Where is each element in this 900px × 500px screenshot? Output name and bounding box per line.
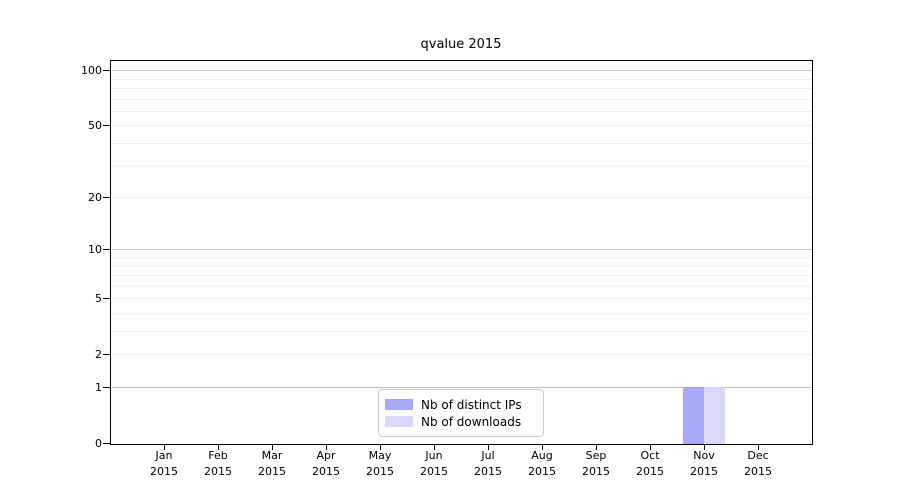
gridline-minor xyxy=(111,265,812,267)
y-tick-label: 100 xyxy=(81,64,102,78)
x-tick-mark xyxy=(758,444,759,450)
x-tick-label: Oct 2015 xyxy=(636,449,664,478)
x-tick-mark xyxy=(272,444,273,450)
plot-area xyxy=(110,60,813,445)
x-tick-mark xyxy=(650,444,651,450)
x-tick-label: Nov 2015 xyxy=(690,449,718,478)
x-tick-mark xyxy=(704,444,705,450)
x-tick-label: Apr 2015 xyxy=(312,449,340,478)
y-tick-mark xyxy=(103,298,110,300)
x-tick-mark xyxy=(542,444,543,450)
y-tick-label: 10 xyxy=(88,243,102,257)
legend-item: Nb of downloads xyxy=(385,413,543,430)
gridline-decade xyxy=(111,70,812,72)
y-tick-mark xyxy=(103,249,110,251)
x-tick-label: Sep 2015 xyxy=(582,449,610,478)
y-tick-label: 50 xyxy=(88,119,102,133)
y-tick-mark xyxy=(103,386,110,388)
legend: Nb of distinct IPs Nb of downloads xyxy=(378,389,544,437)
bar-downloads xyxy=(704,386,725,444)
gridline-decade xyxy=(111,249,812,251)
gridline-minor xyxy=(111,274,812,276)
x-tick-mark xyxy=(488,444,489,450)
gridline-minor xyxy=(111,142,812,144)
gridline-minor xyxy=(111,256,812,258)
gridline-minor xyxy=(111,87,812,89)
legend-label: Nb of distinct IPs xyxy=(421,397,522,412)
x-tick-label: Feb 2015 xyxy=(204,449,232,478)
y-tick-mark xyxy=(103,70,110,72)
y-tick-label: 1 xyxy=(95,380,102,394)
gridline-minor xyxy=(111,110,812,112)
gridline-minor xyxy=(111,330,812,332)
gridline-minor xyxy=(111,125,812,127)
gridline-minor xyxy=(111,78,812,80)
y-tick-label: 2 xyxy=(95,348,102,362)
x-tick-mark xyxy=(434,444,435,450)
legend-swatch-distinct-ips xyxy=(385,399,413,410)
x-tick-label: Aug 2015 xyxy=(528,449,556,478)
gridline-minor xyxy=(111,354,812,356)
gridline-minor xyxy=(111,98,812,100)
y-tick-mark xyxy=(103,354,110,356)
x-tick-mark xyxy=(596,444,597,450)
y-tick-label: 5 xyxy=(95,292,102,306)
bar-distinct-ips xyxy=(683,386,704,444)
x-tick-mark xyxy=(218,444,219,450)
x-tick-mark xyxy=(380,444,381,450)
chart-title: qvalue 2015 xyxy=(420,37,502,52)
x-tick-label: Dec 2015 xyxy=(744,449,772,478)
x-tick-label: Jun 2015 xyxy=(420,449,448,478)
gridline-minor xyxy=(111,285,812,287)
x-tick-label: May 2015 xyxy=(366,449,394,478)
gridline-minor xyxy=(111,197,812,198)
y-tick-mark xyxy=(103,125,110,127)
legend-item: Nb of distinct IPs xyxy=(385,396,543,413)
x-tick-label: Jul 2015 xyxy=(474,449,502,478)
legend-label: Nb of downloads xyxy=(421,414,522,429)
x-tick-label: Jan 2015 xyxy=(150,449,178,478)
y-tick-label: 20 xyxy=(88,191,102,204)
y-tick-label: 0 xyxy=(95,437,102,450)
x-tick-label: Mar 2015 xyxy=(258,449,286,478)
gridline-minor xyxy=(111,298,812,300)
x-tick-mark xyxy=(326,444,327,450)
x-tick-mark xyxy=(164,444,165,450)
gridline-decade xyxy=(111,386,812,388)
gridline-minor xyxy=(111,312,812,314)
y-tick-mark xyxy=(103,197,110,198)
gridline-minor xyxy=(111,165,812,167)
y-tick-mark xyxy=(103,443,110,444)
legend-swatch-downloads xyxy=(385,416,413,427)
